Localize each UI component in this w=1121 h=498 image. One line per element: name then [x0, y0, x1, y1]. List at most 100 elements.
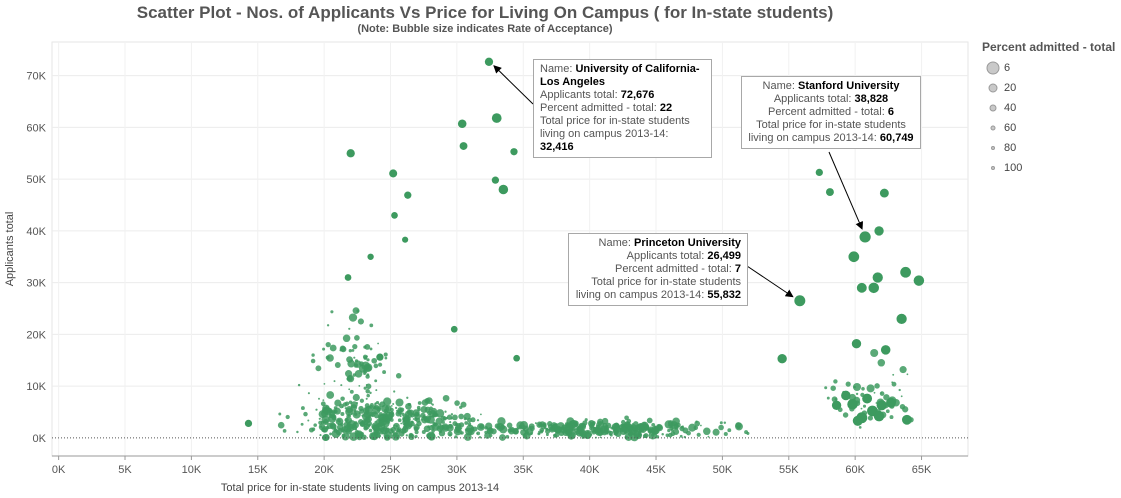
x-axis-title: Total price for in-state students living… — [221, 482, 499, 494]
data-point — [513, 354, 520, 362]
data-point — [632, 425, 638, 431]
y-tick-label: 70K — [26, 71, 46, 83]
data-point — [845, 381, 851, 387]
data-point — [397, 407, 403, 413]
data-point — [913, 275, 925, 286]
data-point — [347, 426, 351, 431]
data-point — [646, 417, 653, 424]
legend-bubble — [986, 61, 1000, 75]
data-point — [455, 426, 457, 429]
legend-item[interactable]: 40 — [982, 98, 1115, 118]
data-point — [861, 387, 865, 391]
tooltip-price-label-1: Total price for in-state students — [540, 115, 690, 127]
data-point — [340, 412, 345, 416]
legend-item[interactable]: 80 — [982, 138, 1115, 158]
data-point — [428, 409, 437, 418]
data-point — [282, 429, 287, 433]
data-point — [625, 422, 627, 425]
data-point — [874, 226, 884, 236]
data-point — [578, 429, 587, 438]
data-point — [484, 432, 491, 439]
data-point — [852, 415, 863, 426]
legend-item[interactable]: 100 — [982, 158, 1115, 178]
data-point — [723, 421, 727, 425]
data-point — [477, 423, 485, 431]
data-point — [364, 344, 371, 350]
data-point — [435, 409, 445, 418]
data-point — [393, 390, 396, 393]
data-point — [841, 390, 851, 401]
data-point — [378, 403, 381, 406]
data-point — [352, 393, 360, 402]
data-point — [651, 423, 656, 427]
tooltip-applicants-label: Applicants total: — [773, 93, 852, 105]
data-point — [363, 371, 367, 376]
data-point — [300, 406, 305, 411]
data-point — [334, 399, 342, 407]
data-point — [411, 420, 414, 424]
data-point — [867, 415, 873, 421]
data-point — [630, 433, 639, 442]
data-point — [488, 427, 493, 431]
data-point — [416, 405, 421, 410]
data-point — [417, 401, 422, 405]
data-point — [307, 419, 310, 422]
data-point — [703, 427, 711, 436]
data-point — [351, 413, 353, 415]
data-point — [315, 365, 322, 372]
data-point — [679, 434, 683, 438]
x-tick-label: 35K — [513, 464, 533, 476]
data-point — [394, 406, 398, 410]
data-point — [374, 379, 378, 383]
x-tick-label: 20K — [314, 464, 334, 476]
data-point — [379, 420, 383, 424]
data-point — [318, 397, 320, 400]
data-point — [538, 431, 541, 435]
data-point — [569, 420, 573, 425]
data-point — [460, 431, 464, 435]
callout-arrow-princeton — [746, 265, 794, 298]
data-point — [467, 417, 472, 423]
data-point — [478, 436, 482, 439]
data-point — [695, 420, 698, 423]
data-point — [373, 363, 379, 369]
legend-label: 80 — [1004, 142, 1017, 154]
y-tick-label: 50K — [26, 174, 46, 186]
data-point — [644, 425, 649, 431]
data-point — [450, 325, 458, 333]
legend-item[interactable]: 6 — [982, 58, 1115, 78]
data-point — [892, 373, 895, 376]
callout-arrows — [493, 65, 864, 298]
data-point — [675, 422, 681, 428]
data-point — [672, 428, 680, 435]
data-point — [313, 423, 317, 427]
data-point — [476, 431, 481, 436]
legend-item[interactable]: 20 — [982, 78, 1115, 98]
data-point — [352, 343, 358, 350]
data-point — [364, 417, 371, 424]
data-point — [326, 324, 330, 327]
data-point — [901, 414, 912, 425]
data-point — [423, 417, 429, 423]
data-point — [612, 427, 615, 430]
data-point — [347, 375, 353, 382]
data-point — [606, 432, 609, 435]
x-tick-label: 65K — [912, 464, 932, 476]
tooltip-price-label-1: Total price for in-state students — [591, 276, 741, 288]
data-point — [325, 426, 330, 430]
data-point — [416, 420, 422, 427]
data-point — [851, 339, 862, 349]
data-point — [399, 431, 405, 437]
data-point — [833, 379, 838, 384]
data-point — [565, 430, 571, 436]
data-point — [719, 421, 723, 425]
data-point — [438, 430, 446, 437]
x-tick-label: 60K — [845, 464, 865, 476]
data-point — [868, 282, 879, 294]
data-point — [484, 426, 488, 430]
legend-item[interactable]: 60 — [982, 118, 1115, 138]
data-point — [435, 417, 443, 425]
data-point — [858, 426, 862, 429]
data-point — [318, 420, 323, 425]
legend-bubble — [990, 125, 996, 131]
